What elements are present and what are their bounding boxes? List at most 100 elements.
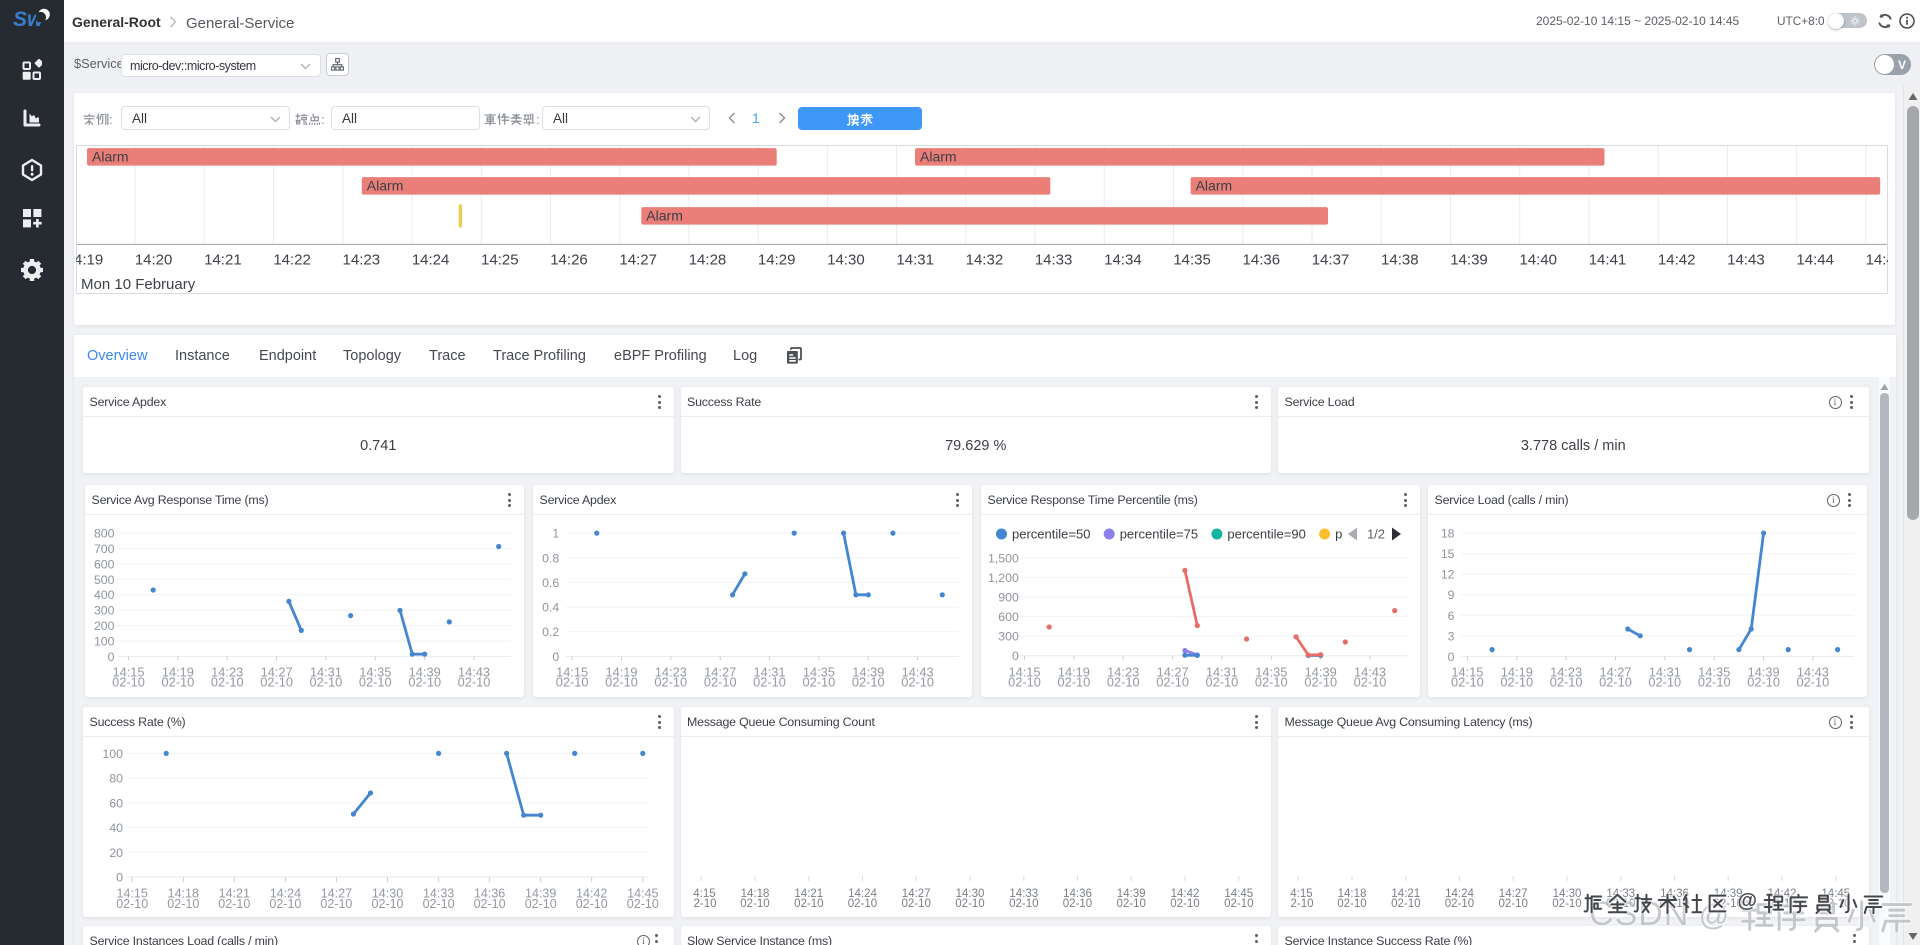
svg-text:14:30: 14:30	[827, 251, 865, 268]
svg-text:6: 6	[1448, 609, 1455, 623]
svg-text:14:15: 14:15	[117, 887, 148, 901]
svg-text:02-10: 02-10	[269, 897, 301, 911]
svg-text:02-10: 02-10	[955, 898, 984, 910]
svg-text:14:41: 14:41	[1589, 251, 1627, 268]
svg-text:14:35: 14:35	[1698, 664, 1730, 679]
svg-text:14:43: 14:43	[1354, 664, 1386, 679]
svg-text:02-10: 02-10	[1747, 675, 1780, 690]
svg-text:02-10: 02-10	[310, 675, 343, 690]
svg-text:02-10: 02-10	[1391, 898, 1420, 910]
svg-text:0.6: 0.6	[542, 576, 559, 590]
svg-text:02-10: 02-10	[1170, 898, 1199, 910]
svg-text:14:19: 14:19	[76, 251, 103, 268]
svg-text:0: 0	[552, 650, 559, 664]
svg-text:14:35: 14:35	[1173, 251, 1211, 268]
svg-text:14:31: 14:31	[1649, 664, 1681, 679]
svg-text:14:40: 14:40	[1519, 251, 1557, 268]
svg-text:02-10: 02-10	[112, 675, 145, 690]
svg-text:02-10: 02-10	[167, 897, 199, 911]
svg-text:14:39: 14:39	[1116, 888, 1145, 900]
svg-text:15: 15	[1441, 547, 1455, 561]
svg-text:14:24: 14:24	[270, 887, 301, 901]
svg-text:02-10: 02-10	[372, 897, 404, 911]
svg-text:14:28: 14:28	[689, 251, 727, 268]
svg-text:60: 60	[109, 796, 123, 810]
svg-text:12: 12	[1441, 568, 1455, 582]
svg-text:1: 1	[552, 527, 559, 541]
svg-text:14:15: 14:15	[1008, 664, 1040, 679]
svg-text:14:36: 14:36	[1243, 251, 1281, 268]
svg-text:14:19: 14:19	[162, 664, 194, 679]
svg-text:14:39: 14:39	[525, 887, 556, 901]
svg-text:14:42: 14:42	[1170, 888, 1199, 900]
svg-text:14:33: 14:33	[1009, 888, 1038, 900]
svg-text:02-10: 02-10	[556, 675, 589, 690]
svg-text:14:21: 14:21	[1391, 888, 1420, 900]
svg-text:14:19: 14:19	[1058, 664, 1090, 679]
svg-text:4:15: 4:15	[1290, 888, 1312, 900]
svg-text:100: 100	[94, 635, 115, 649]
svg-text:14:23: 14:23	[1550, 664, 1582, 679]
svg-text:18: 18	[1441, 527, 1455, 541]
svg-text:4:15: 4:15	[693, 888, 715, 900]
svg-text:02-10: 02-10	[359, 675, 392, 690]
svg-text:02-10: 02-10	[794, 898, 823, 910]
svg-text:2-10: 2-10	[693, 898, 716, 910]
svg-text:300: 300	[94, 604, 115, 618]
svg-text:14:45: 14:45	[1224, 888, 1253, 900]
svg-text:02-10: 02-10	[1552, 898, 1581, 910]
svg-text:percentile=90: percentile=90	[1227, 527, 1305, 542]
svg-text:02-10: 02-10	[474, 897, 506, 911]
svg-text:14:19: 14:19	[605, 664, 637, 679]
svg-text:02-10: 02-10	[1648, 675, 1681, 690]
svg-text:14:45: 14:45	[1821, 888, 1850, 900]
svg-text:14:39: 14:39	[1450, 251, 1488, 268]
svg-text:500: 500	[94, 573, 115, 587]
svg-text:1/2: 1/2	[1367, 527, 1385, 542]
svg-text:02-10: 02-10	[1354, 675, 1387, 690]
svg-text:14:23: 14:23	[343, 251, 381, 268]
svg-text:02-10: 02-10	[654, 675, 687, 690]
svg-text:14:43: 14:43	[1727, 251, 1765, 268]
svg-text:02-10: 02-10	[1156, 675, 1189, 690]
svg-text:14:27: 14:27	[901, 888, 930, 900]
svg-text:02-10: 02-10	[1009, 898, 1038, 910]
svg-text:14:37: 14:37	[1312, 251, 1350, 268]
svg-text:2-10: 2-10	[1290, 898, 1313, 910]
svg-text:02-10: 02-10	[740, 898, 769, 910]
svg-text:14:38: 14:38	[1381, 251, 1419, 268]
svg-text:14:31: 14:31	[310, 664, 342, 679]
svg-text:02-10: 02-10	[852, 675, 885, 690]
svg-text:600: 600	[998, 610, 1019, 624]
svg-text:02-10: 02-10	[1062, 898, 1091, 910]
svg-text:14:43: 14:43	[1797, 664, 1829, 679]
svg-text:02-10: 02-10	[627, 897, 659, 911]
svg-text:14:35: 14:35	[1255, 664, 1287, 679]
svg-text:Alarm: Alarm	[92, 148, 129, 164]
svg-text:percentile=50: percentile=50	[1012, 527, 1090, 542]
svg-text:Alarm: Alarm	[1196, 177, 1233, 193]
svg-text:02-10: 02-10	[1797, 675, 1830, 690]
svg-text:14:39: 14:39	[1305, 664, 1337, 679]
svg-text:14:20: 14:20	[135, 251, 173, 268]
svg-text:02-10: 02-10	[116, 897, 148, 911]
svg-text:0: 0	[116, 871, 123, 885]
svg-text:900: 900	[998, 591, 1019, 605]
svg-text:14:43: 14:43	[902, 664, 934, 679]
svg-text:14:35: 14:35	[359, 664, 391, 679]
svg-text:14:27: 14:27	[1599, 664, 1631, 679]
svg-text:14:36: 14:36	[474, 887, 505, 901]
svg-text:02-10: 02-10	[1058, 675, 1091, 690]
svg-text:14:21: 14:21	[794, 888, 823, 900]
svg-text:14:27: 14:27	[1157, 664, 1189, 679]
svg-text:02-10: 02-10	[803, 675, 836, 690]
svg-text:14:39: 14:39	[409, 664, 441, 679]
svg-text:02-10: 02-10	[1008, 675, 1041, 690]
svg-text:14:45: 14:45	[1866, 251, 1888, 268]
svg-text:14:24: 14:24	[848, 888, 877, 900]
svg-text:14:29: 14:29	[758, 251, 796, 268]
svg-text:14:24: 14:24	[412, 251, 450, 268]
svg-text:0.4: 0.4	[542, 601, 559, 615]
svg-text:14:15: 14:15	[1451, 664, 1483, 679]
svg-text:14:22: 14:22	[273, 251, 311, 268]
